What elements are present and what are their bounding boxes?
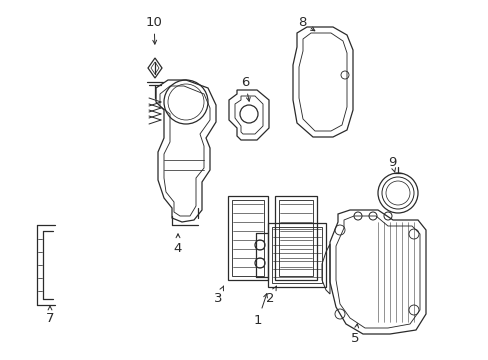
Text: 10: 10	[145, 15, 162, 44]
Text: 7: 7	[46, 306, 54, 324]
Text: 9: 9	[387, 156, 395, 172]
Text: 6: 6	[240, 76, 250, 101]
Text: 4: 4	[173, 234, 182, 255]
Text: 3: 3	[213, 286, 223, 305]
Text: 5: 5	[350, 324, 359, 345]
Text: 1: 1	[253, 294, 267, 327]
Text: 8: 8	[297, 15, 314, 31]
Text: 2: 2	[265, 286, 276, 305]
